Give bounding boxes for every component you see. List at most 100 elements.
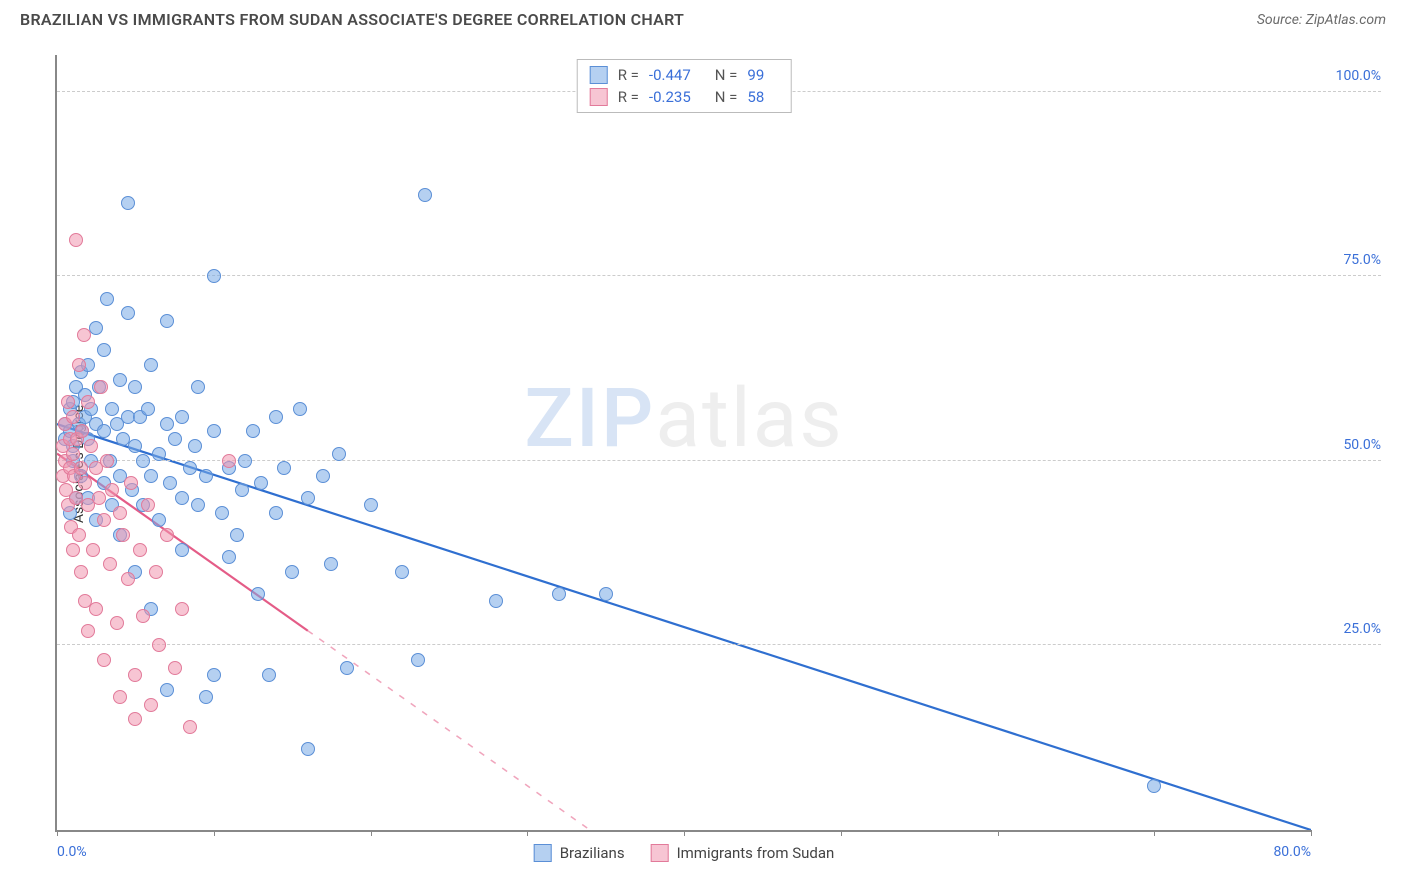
legend-n-value: 58 [747,88,764,106]
scatter-point [144,698,158,712]
correlation-legend-row: R = -0.447N = 99 [590,64,779,86]
scatter-point [128,439,142,453]
scatter-point [105,483,119,497]
scatter-point [301,491,315,505]
scatter-point [97,424,111,438]
scatter-point [128,668,142,682]
scatter-point [207,424,221,438]
series-legend-label: Brazilians [560,844,625,862]
scatter-point [113,373,127,387]
scatter-point [199,469,213,483]
scatter-point [75,424,89,438]
scatter-point [152,447,166,461]
scatter-point [152,513,166,527]
scatter-point [175,410,189,424]
scatter-point [113,506,127,520]
scatter-point [141,402,155,416]
scatter-point [81,395,95,409]
scatter-point [188,439,202,453]
scatter-point [207,668,221,682]
scatter-point [105,402,119,416]
scatter-point [160,683,174,697]
scatter-point [121,572,135,586]
x-tick-label: 80.0% [1273,844,1311,860]
scatter-point [124,476,138,490]
scatter-point [66,447,80,461]
legend-swatch [534,844,552,862]
scatter-point [121,196,135,210]
x-tick [371,830,372,836]
scatter-point [235,483,249,497]
scatter-point [74,565,88,579]
scatter-point [160,417,174,431]
scatter-point [116,528,130,542]
gridline-h [57,275,1381,276]
scatter-point [144,358,158,372]
x-tick [1311,830,1312,836]
scatter-point [89,321,103,335]
scatter-point [163,476,177,490]
scatter-point [332,447,346,461]
x-tick-label: 0.0% [57,844,87,860]
scatter-point [277,461,291,475]
scatter-point [100,454,114,468]
scatter-point [293,402,307,416]
scatter-point [97,343,111,357]
scatter-point [128,712,142,726]
scatter-point [100,292,114,306]
y-tick-label: 25.0% [1321,621,1381,637]
legend-n-label: N = [715,88,738,106]
x-tick [841,830,842,836]
trend-lines [57,55,1311,830]
watermark-a: ZIP [524,371,655,467]
scatter-point [316,469,330,483]
scatter-point [72,528,86,542]
scatter-point [121,306,135,320]
chart-title: BRAZILIAN VS IMMIGRANTS FROM SUDAN ASSOC… [20,10,684,29]
scatter-point [364,498,378,512]
series-legend: Brazilians Immigrants from Sudan [534,844,835,862]
scatter-point [66,543,80,557]
scatter-point [77,328,91,342]
y-tick-label: 50.0% [1321,437,1381,453]
scatter-point [222,454,236,468]
scatter-point [246,424,260,438]
legend-r-value: -0.235 [649,88,691,106]
legend-swatch [590,66,608,84]
legend-r-label: R = [618,66,639,84]
scatter-point [207,269,221,283]
scatter-point [599,587,613,601]
scatter-point [301,742,315,756]
scatter-point [144,469,158,483]
scatter-point [152,638,166,652]
chart-header: BRAZILIAN VS IMMIGRANTS FROM SUDAN ASSOC… [0,0,1406,37]
x-tick [684,830,685,836]
x-tick [214,830,215,836]
gridline-h [57,460,1381,461]
scatter-point [72,358,86,372]
scatter-point [418,188,432,202]
y-tick-label: 100.0% [1321,68,1381,84]
chart-source: Source: ZipAtlas.com [1257,12,1386,28]
scatter-point [110,616,124,630]
scatter-point [81,624,95,638]
series-legend-label: Immigrants from Sudan [677,844,835,862]
legend-swatch [590,88,608,106]
scatter-point [141,498,155,512]
scatter-point [411,653,425,667]
scatter-point [84,439,98,453]
scatter-point [69,233,83,247]
x-tick [998,830,999,836]
scatter-point [222,550,236,564]
scatter-point [86,543,100,557]
scatter-point [199,690,213,704]
scatter-point [175,602,189,616]
scatter-point [113,690,127,704]
scatter-point [168,661,182,675]
scatter-point [269,506,283,520]
scatter-point [78,476,92,490]
correlation-legend-row: R = -0.235N = 58 [590,86,779,108]
scatter-point [215,506,229,520]
y-tick-label: 75.0% [1321,252,1381,268]
legend-n-label: N = [715,66,738,84]
